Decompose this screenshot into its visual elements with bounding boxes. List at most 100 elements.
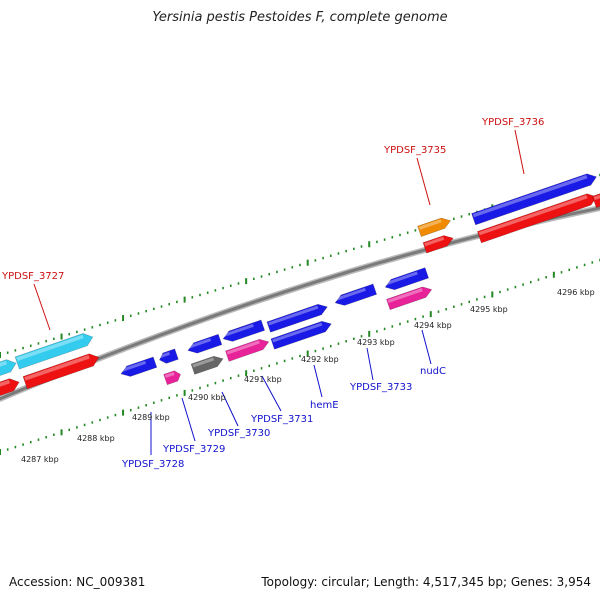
gene-arrow-body	[334, 283, 378, 306]
gene-arrow	[0, 359, 17, 380]
scale-label-4292: 4292 kbp	[301, 355, 339, 364]
gene-arrow-body	[159, 348, 179, 364]
gene-arrow	[22, 353, 100, 390]
leader-line-top	[33, 283, 51, 331]
gene-arrow-body	[0, 378, 20, 399]
gene-arrow-highlight	[478, 195, 588, 236]
leader-line-bottom	[313, 364, 323, 398]
gene-arrow	[222, 319, 266, 342]
gene-arrow-highlight	[120, 360, 147, 373]
gene-arrow-highlight	[226, 340, 260, 355]
gene-arrow	[266, 303, 328, 333]
scale-label-4293: 4293 kbp	[357, 338, 395, 347]
leader-line-bottom	[421, 329, 432, 365]
gene-arrow-highlight	[164, 372, 175, 378]
scale-label-4288: 4288 kbp	[77, 434, 115, 443]
gene-arrow-body	[14, 333, 94, 370]
gene-arrow	[14, 333, 94, 370]
leader-line-top	[416, 157, 431, 206]
accession-text: Accession: NC_009381	[9, 575, 146, 589]
gene-arrow-highlight	[272, 322, 323, 343]
scale-label-4294: 4294 kbp	[414, 321, 452, 330]
gene-arrow-body	[222, 319, 266, 342]
gene-label-ypdsf-3735: YPDSF_3735	[383, 145, 446, 156]
gene-arrow-body	[190, 355, 224, 375]
gene-arrow	[417, 217, 452, 237]
gene-arrow-body	[386, 286, 433, 311]
gene-arrow-highlight	[192, 357, 215, 368]
gene-arrow-body	[477, 193, 598, 244]
gene-arrow	[384, 267, 429, 291]
gene-arrow-body	[187, 333, 223, 354]
gene-label-heme: hemE	[310, 400, 339, 411]
gene-arrow-body	[266, 303, 328, 333]
scale-label-4291: 4291 kbp	[244, 375, 282, 384]
gene-label-nudc: nudC	[420, 366, 446, 377]
gene-arrow-body	[471, 173, 597, 226]
gene-arrow	[477, 193, 598, 244]
gene-label-ypdsf-3727: YPDSF_3727	[1, 271, 64, 282]
gene-arrow-highlight	[593, 194, 600, 201]
gene-arrow	[158, 348, 179, 364]
genome-backbone	[0, 204, 600, 403]
gene-arrow	[190, 355, 224, 375]
gene-arrow	[422, 235, 454, 254]
gene-arrow-highlight	[187, 338, 212, 349]
gene-label-ypdsf-3728: YPDSF_3728	[121, 459, 184, 470]
scale-label-4295: 4295 kbp	[470, 305, 508, 314]
gene-arrow	[120, 356, 158, 377]
leader-line-bottom	[181, 397, 196, 442]
gene-label-ypdsf-3731: YPDSF_3731	[250, 414, 313, 425]
leader-line-top	[514, 129, 525, 175]
leader-line-bottom	[221, 391, 239, 427]
gene-arrow-highlight	[384, 271, 418, 286]
gene-arrow-body	[417, 217, 452, 237]
gene-arrow-body	[163, 370, 181, 386]
gene-arrow-highlight	[222, 323, 254, 338]
leader-line-bottom	[366, 347, 374, 381]
gene-arrow	[591, 193, 600, 209]
gene-arrow-highlight	[158, 351, 170, 359]
gene-arrow-body	[0, 359, 17, 380]
map-title: Yersinia pestis Pestoides F, complete ge…	[152, 10, 448, 25]
gene-label-ypdsf-3730: YPDSF_3730	[207, 428, 270, 439]
gene-arrow-body	[384, 267, 429, 291]
gene-arrow-highlight	[418, 219, 442, 230]
gene-arrow	[0, 378, 20, 399]
gene-arrow	[270, 320, 332, 350]
gene-arrow-body	[270, 320, 332, 350]
leader-line-bottom	[261, 375, 282, 412]
scale-label-4290: 4290 kbp	[188, 393, 226, 402]
gene-arrow-body	[120, 356, 158, 377]
gene-arrow	[225, 338, 270, 362]
scale-label-4289: 4289 kbp	[132, 413, 170, 422]
gene-label-ypdsf-3733: YPDSF_3733	[349, 382, 412, 393]
gene-arrow-highlight	[472, 175, 588, 218]
gene-arrow	[386, 286, 433, 311]
gene-arrow	[471, 173, 597, 226]
gene-arrow-highlight	[268, 305, 319, 326]
gene-arrow	[163, 370, 181, 386]
gene-arrow-highlight	[0, 379, 11, 390]
gene-label-ypdsf-3736: YPDSF_3736	[481, 117, 544, 128]
gene-arrow-body	[422, 235, 454, 254]
gene-arrow-highlight	[424, 236, 445, 247]
gene-arrow-body	[225, 338, 270, 362]
scale-label-4287: 4287 kbp	[21, 455, 59, 464]
gene-features	[0, 173, 600, 399]
lower-scale-ticks	[0, 258, 600, 455]
gene-arrow-highlight	[387, 288, 423, 303]
gene-arrow-highlight	[24, 355, 90, 381]
gene-label-ypdsf-3729: YPDSF_3729	[162, 444, 225, 455]
genome-backbone-edge	[0, 206, 600, 401]
gene-arrow-highlight	[0, 360, 8, 371]
gene-arrow-highlight	[16, 334, 84, 361]
gene-arrow-body	[591, 193, 600, 209]
gene-arrow	[334, 283, 378, 306]
scale-label-4296: 4296 kbp	[557, 288, 595, 297]
label-leader-lines	[33, 129, 525, 455]
gene-arrow-body	[22, 353, 100, 390]
genome-summary-text: Topology: circular; Length: 4,517,345 bp…	[261, 575, 591, 589]
